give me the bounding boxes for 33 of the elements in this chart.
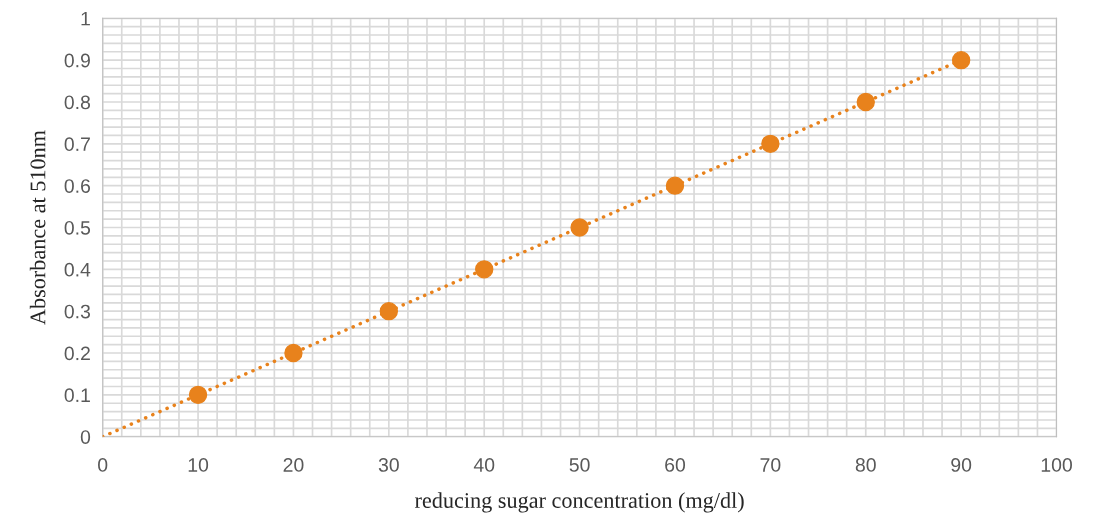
y-tick-label: 0.3 — [64, 304, 91, 319]
y-axis-title: Absorbance at 510nm — [29, 130, 46, 325]
y-tick-label: 0.2 — [64, 346, 90, 361]
point — [951, 50, 971, 70]
point — [379, 302, 399, 321]
x-tick-label: 40 — [473, 458, 495, 472]
y-tick-label: 0.5 — [64, 220, 91, 235]
y-tick-label: 0.6 — [64, 179, 91, 193]
x-axis-title: reducing sugar concentration (mg/dl) — [414, 492, 744, 513]
y-tick-label: 0.4 — [64, 262, 91, 277]
y-tick-label: 0.9 — [64, 53, 90, 68]
point — [188, 385, 208, 405]
x-tick-label: 80 — [855, 458, 876, 472]
y-tick-label: 0.7 — [64, 137, 90, 152]
point — [665, 176, 685, 195]
x-tick-label: 90 — [951, 458, 972, 472]
point — [761, 134, 780, 154]
y-tick-label: 0.1 — [64, 388, 90, 403]
y-tick-label: 0 — [80, 430, 91, 444]
y-tick-label: 1 — [81, 11, 90, 26]
point — [284, 343, 303, 363]
point — [856, 92, 875, 112]
point — [570, 218, 589, 237]
x-tick-label: 50 — [569, 458, 590, 472]
x-tick-label: 60 — [665, 458, 686, 472]
y-tick-label: 0.8 — [64, 95, 91, 110]
point — [475, 260, 494, 279]
x-tick-label: 20 — [283, 458, 304, 472]
x-tick-label: 30 — [378, 458, 399, 472]
x-tick-label: 100 — [1041, 458, 1072, 472]
x-tick-label: 10 — [188, 458, 209, 472]
x-tick-label: 0 — [98, 458, 108, 472]
x-tick-label: 70 — [760, 458, 781, 472]
